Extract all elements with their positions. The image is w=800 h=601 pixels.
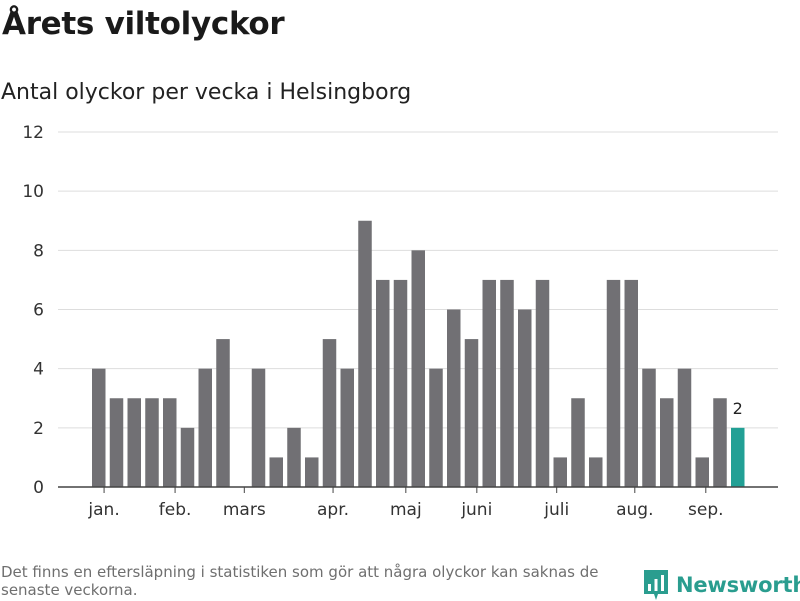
x-tick-label: feb.: [159, 500, 192, 520]
y-tick-label: 6: [33, 301, 44, 321]
x-tick-label: aug.: [616, 500, 653, 520]
y-tick-label: 0: [33, 478, 44, 498]
x-tick-label: sep.: [688, 500, 724, 520]
bar: [180, 427, 195, 487]
bar: [216, 339, 230, 487]
y-tick-label: 4: [33, 360, 44, 380]
data-labels: 2: [733, 399, 743, 418]
bar: [642, 368, 656, 487]
brand-logo: Newsworthy: [644, 569, 800, 601]
x-tick-label: jan.: [87, 500, 119, 520]
bar: [376, 279, 390, 487]
bar: [92, 368, 106, 487]
bar-chart: 0 2 4 6 8 10 12 jan. feb. mars apr. maj juni juli aug…: [22, 123, 778, 520]
newsworthy-logo-icon: [644, 570, 668, 600]
y-tick-label: 10: [22, 182, 44, 202]
bar: [447, 309, 461, 487]
x-tick-label: mars: [223, 500, 266, 520]
bar: [713, 398, 727, 487]
data-label: 2: [733, 399, 743, 418]
x-tick-label: maj: [390, 500, 422, 520]
x-tick-label: juli: [543, 500, 569, 520]
brand-name: Newsworthy: [676, 573, 800, 597]
bars: [92, 220, 745, 487]
bar: [269, 457, 283, 487]
bar: [695, 457, 709, 487]
bar: [322, 339, 337, 487]
bar: [535, 279, 550, 487]
y-tick-label: 8: [33, 241, 44, 261]
bar: [198, 368, 212, 487]
bar: [251, 368, 266, 487]
y-axis-ticks: 0 2 4 6 8 10 12: [22, 123, 44, 498]
bar: [677, 368, 692, 487]
bar: [589, 457, 603, 487]
bar: [553, 457, 567, 487]
x-axis-ticks: jan. feb. mars apr. maj juni juli aug. sep.: [87, 487, 724, 520]
x-tick-label: juni: [460, 500, 492, 520]
bar: [340, 368, 354, 487]
bar: [464, 339, 479, 487]
bar: [482, 279, 496, 487]
bar: [163, 398, 177, 487]
bar: [287, 427, 301, 487]
bar: [305, 457, 319, 487]
bar: [571, 398, 585, 487]
bar: [500, 279, 514, 487]
bar: [109, 398, 124, 487]
bar: [660, 398, 674, 487]
bar: [518, 309, 532, 487]
chart-title: Årets viltolyckor: [2, 6, 285, 42]
bar: [606, 279, 621, 487]
bar: [358, 220, 372, 487]
x-tick-label: apr.: [317, 500, 349, 520]
bar: [411, 250, 425, 487]
bar: [127, 398, 141, 487]
footnote: Det finns en eftersläpning i statistiken…: [1, 563, 599, 599]
bar: [624, 279, 638, 487]
bar: [145, 398, 159, 487]
y-tick-label: 2: [33, 419, 44, 439]
bar: [393, 279, 408, 487]
chart-subtitle: Antal olyckor per vecka i Helsingborg: [1, 80, 412, 105]
bar-highlight: [731, 427, 745, 487]
bar: [429, 368, 443, 487]
y-tick-label: 12: [22, 123, 44, 143]
